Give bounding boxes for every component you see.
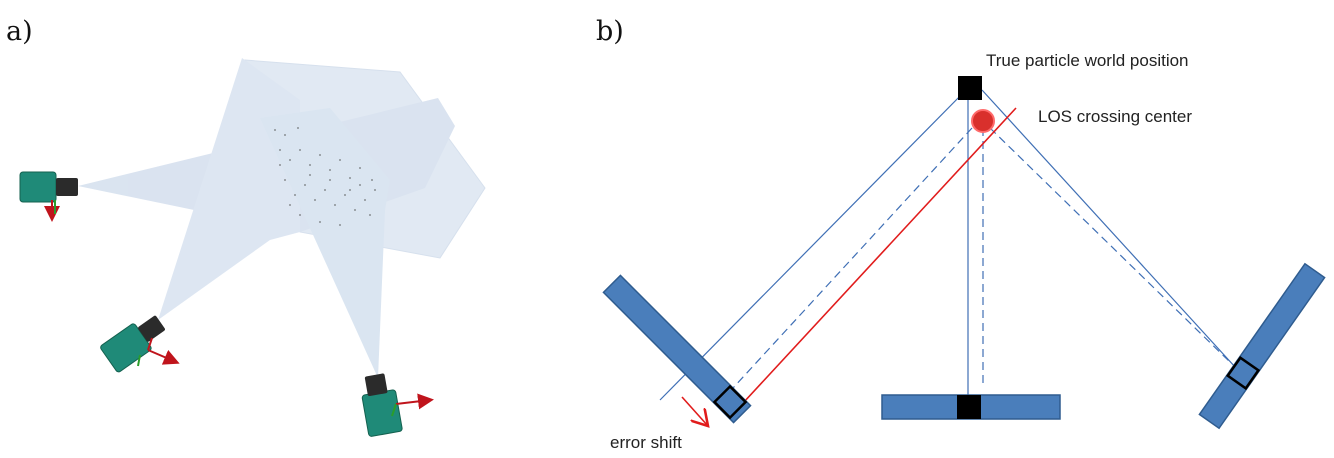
los-right-dashed <box>989 127 1233 365</box>
axis-x-camera-3 <box>395 393 434 410</box>
sensor-right <box>1198 262 1326 430</box>
particle-square <box>957 395 981 419</box>
panel-a: a) <box>6 16 486 437</box>
los-left-outer <box>659 87 969 401</box>
error-shift-arrow <box>681 396 708 426</box>
error-shift-label: error shift <box>610 433 682 452</box>
axis-z-camera-3 <box>391 403 397 417</box>
lines-of-sight <box>659 87 1237 401</box>
particle-cloud <box>274 127 376 226</box>
axis-z-camera-2 <box>137 354 141 367</box>
los-center-label: LOS crossing center <box>1038 107 1192 126</box>
camera-icon <box>100 315 165 373</box>
camera-icon <box>361 373 403 437</box>
panel-b: b) True particle world position <box>596 16 1326 452</box>
los-circle-marker <box>971 109 995 133</box>
particle-square <box>958 76 982 100</box>
camera-icon <box>19 171 78 222</box>
error-los-line <box>730 107 1017 417</box>
true-position-label: True particle world position <box>986 51 1189 70</box>
panel-a-label: a) <box>6 16 33 47</box>
los-left-dashed <box>732 127 973 389</box>
frustum-camera-3 <box>260 108 390 378</box>
axis-x-camera-2 <box>147 349 180 365</box>
los-right <box>981 89 1237 369</box>
sensor-left <box>602 274 752 424</box>
panel-b-label: b) <box>596 16 624 47</box>
dashed-los <box>732 127 1233 389</box>
axis-y-camera-2 <box>147 337 153 351</box>
frustums <box>78 58 486 378</box>
